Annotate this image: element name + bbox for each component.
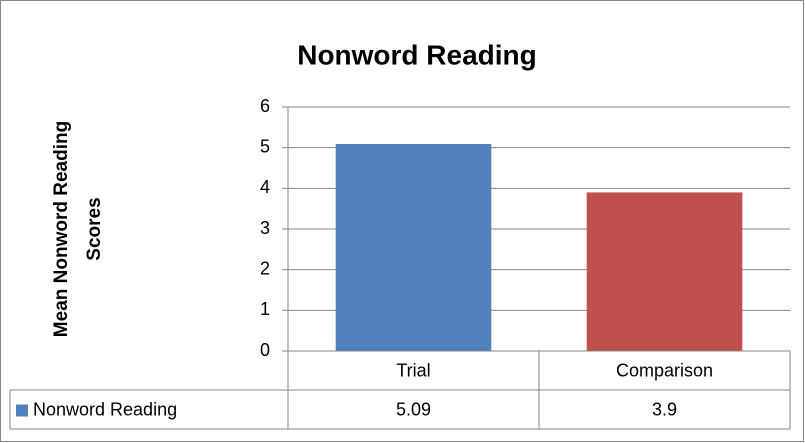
y-axis-label: Scores xyxy=(84,197,105,260)
y-tick-label: 6 xyxy=(260,96,270,116)
y-tick-label: 1 xyxy=(260,299,270,319)
y-tick-label: 4 xyxy=(260,177,270,197)
table-value: 5.09 xyxy=(396,399,431,419)
legend-swatch xyxy=(16,404,28,417)
chart-title: Nonword Reading xyxy=(297,39,537,70)
x-tick-label: Comparison xyxy=(616,360,713,380)
table-value: 3.9 xyxy=(652,399,677,419)
y-tick-label: 2 xyxy=(260,258,270,278)
bar xyxy=(335,144,492,351)
bar xyxy=(586,192,743,351)
y-tick-label: 0 xyxy=(260,340,270,360)
y-tick-label: 5 xyxy=(260,136,270,156)
legend-label: Nonword Reading xyxy=(33,399,177,419)
y-tick-label: 3 xyxy=(260,218,270,238)
x-tick-label: Trial xyxy=(396,360,430,380)
y-axis-label: Mean Nonword Reading xyxy=(51,121,72,337)
